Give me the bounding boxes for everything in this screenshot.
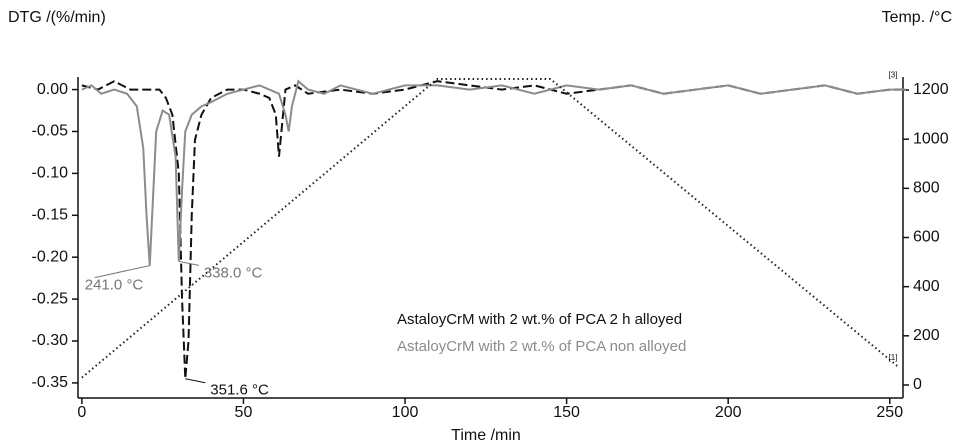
x-tick-label: 50 [235, 404, 253, 421]
x-axis-label: Time /min [451, 427, 521, 444]
x-tick-label: 0 [77, 404, 86, 421]
y2-tick-label: 800 [913, 180, 940, 197]
legend-entry: AstaloyCrM with 2 wt.% of PCA 2 h alloye… [397, 311, 682, 328]
series-line [81, 77, 901, 379]
y-tick-label: 0.00 [37, 81, 68, 98]
curve-label: [3] [889, 70, 898, 79]
y-axis-label: DTG /(%/min) [8, 9, 106, 26]
x-tick-label: 100 [392, 404, 419, 421]
annotation-leader [178, 260, 199, 266]
y2-tick-label: 200 [913, 327, 940, 344]
annotation-label: 351.6 °C [210, 382, 269, 399]
x-tick-label: 250 [876, 404, 903, 421]
series-line [81, 79, 906, 266]
annotation-label: 241.0 °C [85, 277, 144, 294]
y-tick-label: -0.35 [32, 374, 69, 391]
y-tick-label: -0.15 [32, 207, 69, 224]
y-tick-label: -0.20 [32, 248, 69, 265]
series-line [81, 80, 906, 379]
y-tick-label: -0.05 [32, 123, 69, 140]
annotation-leader [185, 378, 206, 384]
y-tick-label: -0.10 [32, 165, 69, 182]
annotation-label: 338.0 °C [204, 264, 263, 281]
x-tick-label: 200 [715, 404, 742, 421]
curve-label: [1] [889, 353, 898, 362]
y2-tick-label: 1000 [913, 130, 949, 147]
y-tick-label: -0.25 [32, 290, 69, 307]
y-tick-label: -0.30 [32, 332, 69, 349]
legend-entry: AstaloyCrM with 2 wt.% of PCA non alloye… [397, 338, 686, 355]
y2-tick-label: 1200 [913, 81, 949, 98]
y2-tick-label: 600 [913, 229, 940, 246]
y2-tick-label: 400 [913, 278, 940, 295]
annotation-leader [94, 265, 150, 279]
y2-tick-label: 0 [913, 376, 922, 393]
y2-axis-label: Temp. /°C [882, 9, 952, 26]
x-tick-label: 150 [553, 404, 580, 421]
